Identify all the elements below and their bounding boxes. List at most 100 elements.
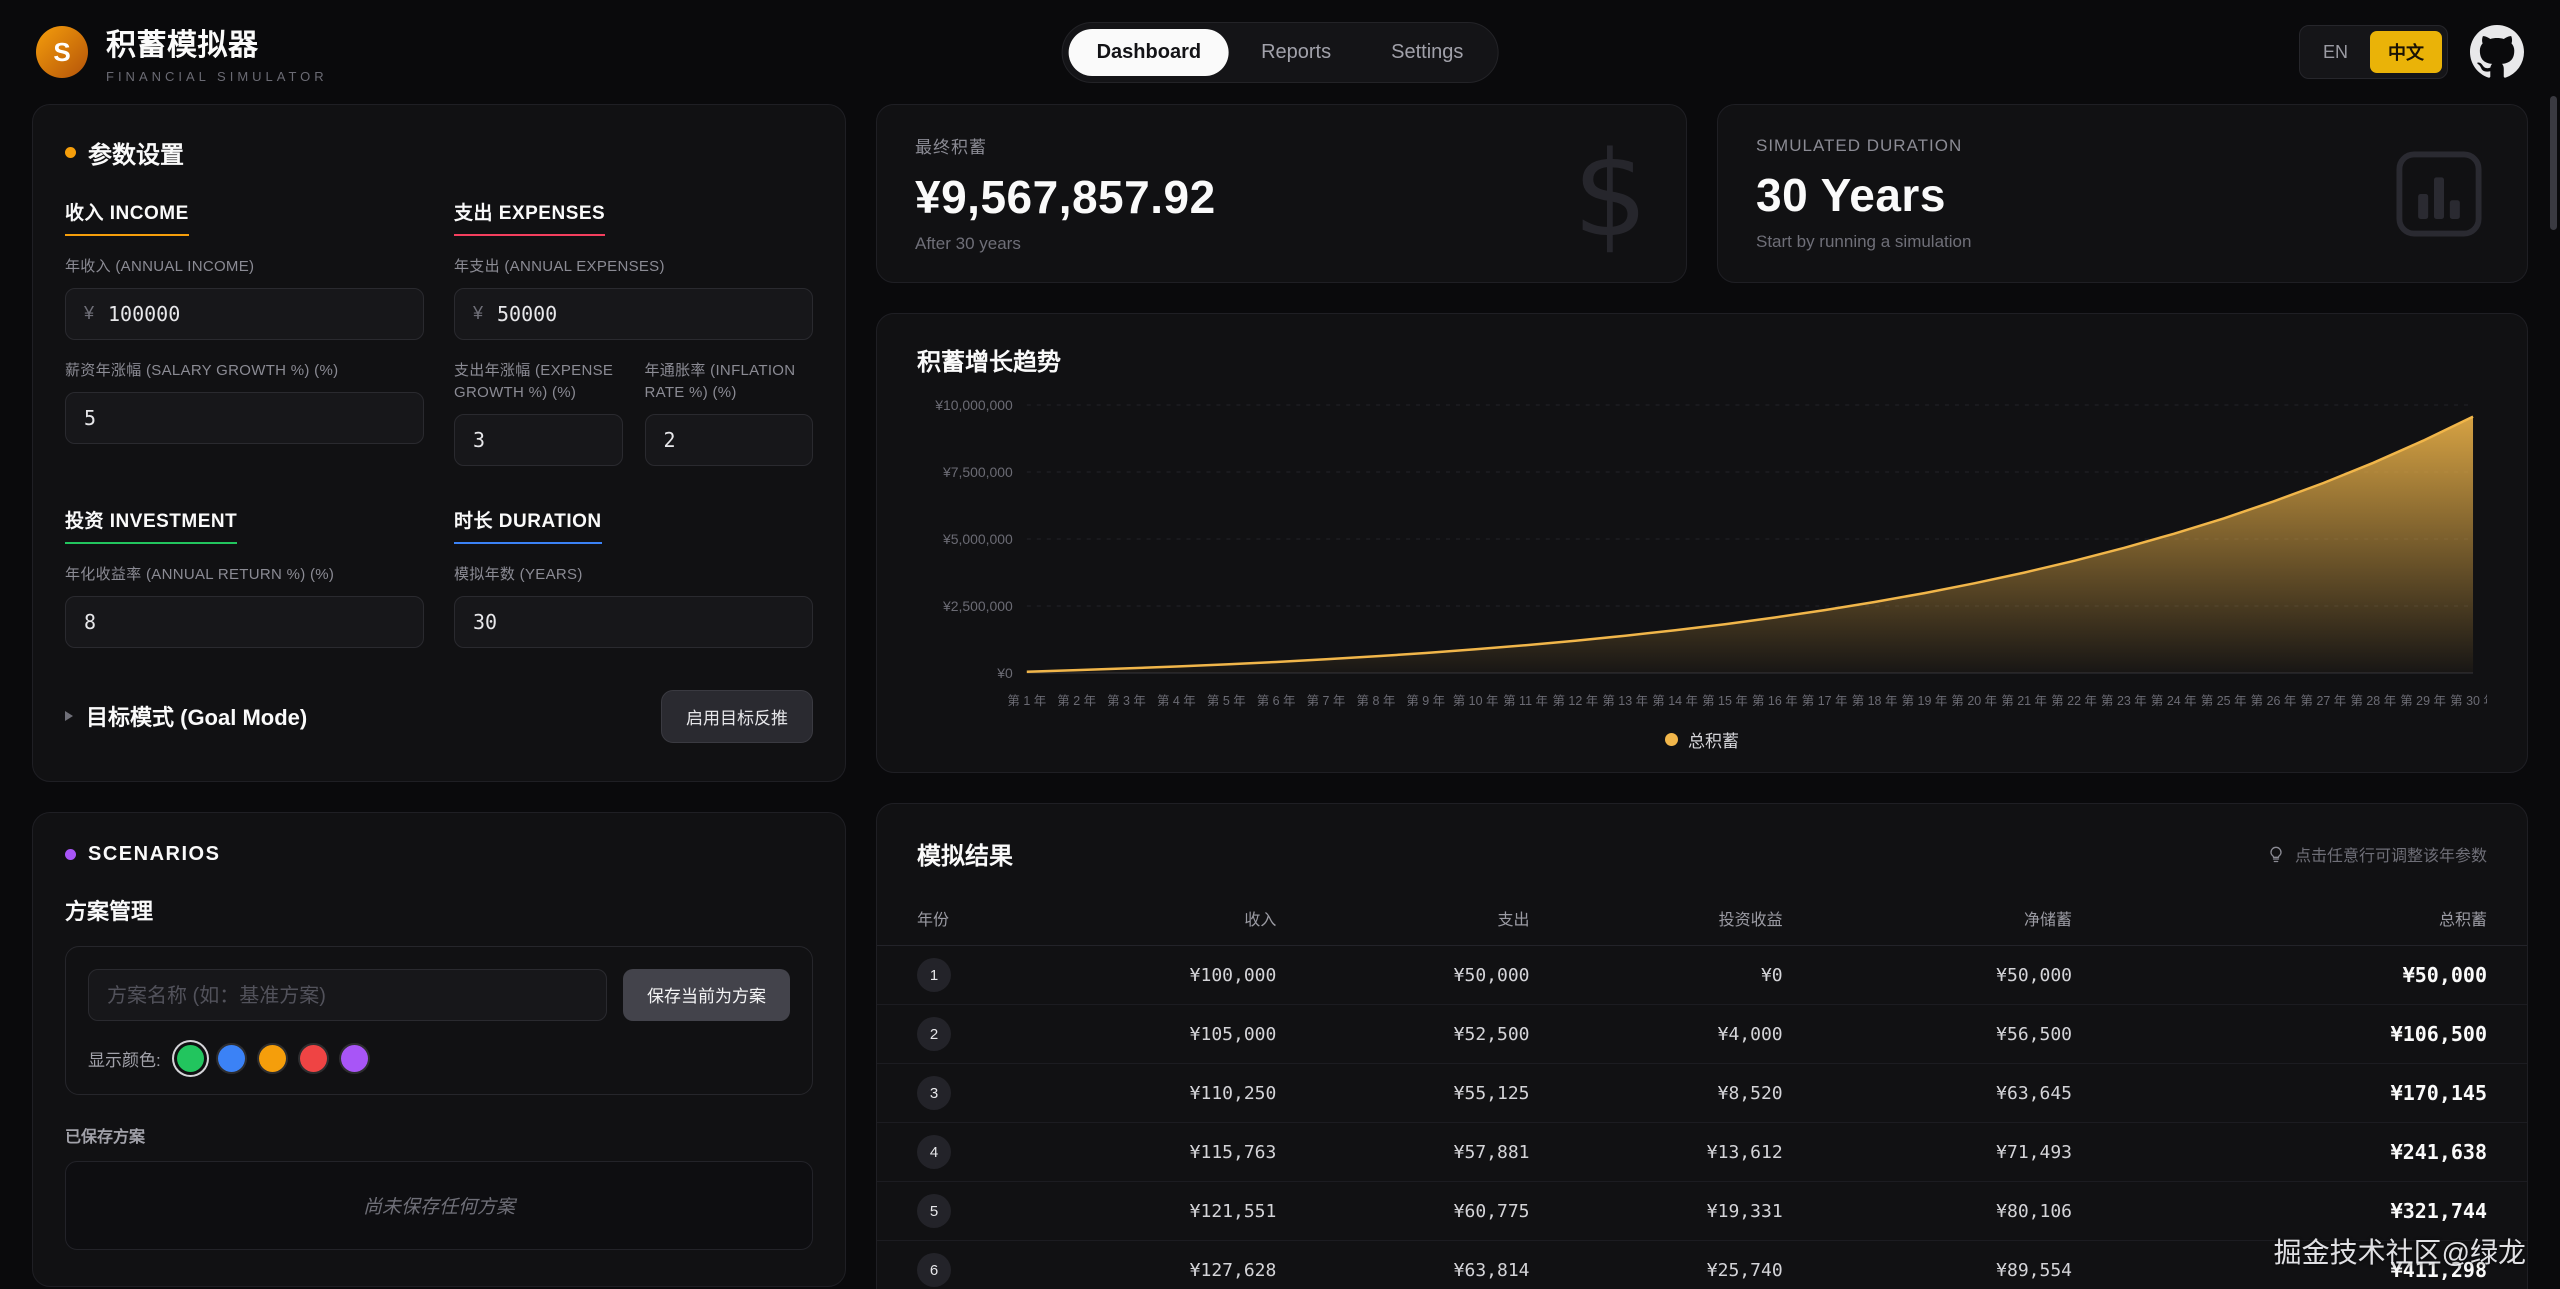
scenario-name-field[interactable] xyxy=(107,982,588,1007)
svg-text:第 30 年: 第 30 年 xyxy=(2450,694,2487,708)
svg-text:第 1 年: 第 1 年 xyxy=(1007,694,1046,708)
table-row[interactable]: 2 ¥105,000 ¥52,500 ¥4,000 ¥56,500 ¥106,500 xyxy=(877,1004,2527,1064)
scenarios-panel: SCENARIOS 方案管理 保存当前为方案 显示颜色: 已保存方案 尚未保存任… xyxy=(32,811,846,1287)
goal-mode-row: 目标模式 (Goal Mode) 启用目标反推 xyxy=(65,689,813,743)
tab-settings[interactable]: Settings xyxy=(1363,29,1491,76)
color-swatch[interactable] xyxy=(258,1044,286,1072)
table-header-row: 年份 收入 支出 投资收益 净储蓄 总积蓄 xyxy=(877,891,2527,946)
year-badge: 4 xyxy=(917,1135,951,1169)
svg-text:第 9 年: 第 9 年 xyxy=(1406,694,1445,708)
svg-text:¥7,500,000: ¥7,500,000 xyxy=(942,464,1013,480)
color-picker-row: 显示颜色: xyxy=(88,1044,790,1072)
svg-text:第 23 年: 第 23 年 xyxy=(2101,694,2147,708)
svg-text:¥5,000,000: ¥5,000,000 xyxy=(942,531,1013,547)
final-savings-value: ¥9,567,857.92 xyxy=(915,171,1216,223)
table-row[interactable]: 4 ¥115,763 ¥57,881 ¥13,612 ¥71,493 ¥241,638 xyxy=(877,1122,2527,1182)
svg-text:第 3 年: 第 3 年 xyxy=(1107,694,1146,708)
expense-growth-input[interactable] xyxy=(454,413,623,466)
table-row[interactable]: 3 ¥110,250 ¥55,125 ¥8,520 ¥63,645 ¥170,145 xyxy=(877,1063,2527,1123)
legend-label: 总积蓄 xyxy=(1688,732,1739,751)
svg-text:第 16 年: 第 16 年 xyxy=(1752,694,1798,708)
expense-growth-field[interactable] xyxy=(473,427,604,452)
main-content: 参数设置 收入 INCOME 年收入 (ANNUAL INCOME) ¥ 薪资年… xyxy=(0,104,2560,1289)
table-hint-text: 点击任意行可调整该年参数 xyxy=(2294,847,2487,865)
annual-expenses-field[interactable] xyxy=(497,301,794,326)
duration-card: SIMULATED DURATION 30 Years Start by run… xyxy=(1717,104,2528,283)
svg-text:第 29 年: 第 29 年 xyxy=(2400,694,2446,708)
expenses-section-title: 支出 EXPENSES xyxy=(454,198,606,236)
column-header: 净储蓄 xyxy=(1782,891,2072,946)
app-logo: S xyxy=(36,26,88,78)
annual-expenses-label: 年支出 (ANNUAL EXPENSES) xyxy=(454,258,665,275)
table-row[interactable]: 1 ¥100,000 ¥50,000 ¥0 ¥50,000 ¥50,000 xyxy=(877,945,2527,1005)
svg-text:第 2 年: 第 2 年 xyxy=(1057,694,1096,708)
column-header: 支出 xyxy=(1276,891,1530,946)
annual-income-field[interactable] xyxy=(108,301,405,326)
chart-title: 积蓄增长趋势 xyxy=(917,349,1061,376)
svg-text:第 26 年: 第 26 年 xyxy=(2251,694,2297,708)
stats-row: 最终积蓄 ¥9,567,857.92 After 30 years $ SIMU… xyxy=(876,104,2528,283)
savings-trend-panel: 积蓄增长趋势 ¥0 ¥2,500,000 ¥5,000,000 ¥7,500,000 ¥… xyxy=(876,313,2528,773)
svg-text:第 22 年: 第 22 年 xyxy=(2051,694,2097,708)
save-scenario-button[interactable]: 保存当前为方案 xyxy=(623,968,790,1021)
enable-goal-mode-button[interactable]: 启用目标反推 xyxy=(661,689,813,743)
final-savings-card: 最终积蓄 ¥9,567,857.92 After 30 years $ xyxy=(876,104,1687,283)
year-badge: 2 xyxy=(917,1017,951,1051)
lang-en-button[interactable]: EN xyxy=(2305,31,2366,73)
tab-dashboard[interactable]: Dashboard xyxy=(1068,28,1230,76)
year-badge: 3 xyxy=(917,1076,951,1110)
salary-growth-input[interactable] xyxy=(65,391,424,444)
github-icon[interactable] xyxy=(2470,25,2524,79)
duration-section-title: 时长 DURATION xyxy=(454,506,602,544)
scenario-name-input[interactable] xyxy=(88,968,607,1021)
svg-text:第 6 年: 第 6 年 xyxy=(1257,694,1296,708)
table-row[interactable]: 6 ¥127,628 ¥63,814 ¥25,740 ¥89,554 ¥411,298 xyxy=(877,1240,2527,1289)
column-header: 收入 xyxy=(987,891,1277,946)
final-savings-sub: After 30 years xyxy=(915,234,1021,253)
salary-growth-field[interactable] xyxy=(84,405,405,430)
scenario-manage-title: 方案管理 xyxy=(65,898,154,924)
brand-text: 积蓄模拟器 FINANCIAL SIMULATOR xyxy=(106,20,328,84)
annual-expenses-input[interactable]: ¥ xyxy=(454,287,813,340)
income-section-title: 收入 INCOME xyxy=(65,198,189,236)
simulation-years-input[interactable] xyxy=(454,595,813,648)
color-swatch[interactable] xyxy=(340,1044,368,1072)
scenarios-title: SCENARIOS xyxy=(88,842,221,865)
svg-text:第 17 年: 第 17 年 xyxy=(1802,694,1848,708)
currency-prefix: ¥ xyxy=(473,303,484,324)
scrollbar-thumb[interactable] xyxy=(2550,96,2557,230)
svg-text:第 25 年: 第 25 年 xyxy=(2201,694,2247,708)
simulation-years-field[interactable] xyxy=(473,609,794,634)
color-swatch[interactable] xyxy=(217,1044,245,1072)
params-accent-dot xyxy=(65,147,76,158)
inflation-rate-input[interactable] xyxy=(644,413,813,466)
year-badge: 6 xyxy=(917,1253,951,1287)
lang-zh-button[interactable]: 中文 xyxy=(2370,31,2442,73)
annual-return-field[interactable] xyxy=(84,609,405,634)
annual-return-input[interactable] xyxy=(65,595,424,648)
saved-scenarios-label: 已保存方案 xyxy=(65,1128,146,1146)
annual-income-input[interactable]: ¥ xyxy=(65,287,424,340)
color-swatch[interactable] xyxy=(299,1044,327,1072)
svg-text:第 10 年: 第 10 年 xyxy=(1453,694,1499,708)
savings-growth-chart[interactable]: ¥0 ¥2,500,000 ¥5,000,000 ¥7,500,000 ¥10,000,… xyxy=(917,391,2487,721)
svg-text:第 7 年: 第 7 年 xyxy=(1307,694,1346,708)
annual-return-label: 年化收益率 (ANNUAL RETURN %) (%) xyxy=(65,565,335,583)
duration-sub: Start by running a simulation xyxy=(1756,231,1972,251)
svg-text:第 13 年: 第 13 年 xyxy=(1602,694,1648,708)
legend-dot xyxy=(1665,733,1678,746)
inflation-rate-field[interactable] xyxy=(663,427,794,452)
svg-text:第 14 年: 第 14 年 xyxy=(1652,694,1698,708)
results-table: 年份 收入 支出 投资收益 净储蓄 总积蓄 1 ¥100,000 ¥50,000 ¥0 ¥50,0… xyxy=(877,891,2527,1289)
year-badge: 5 xyxy=(917,1194,951,1228)
bar-chart-icon xyxy=(2389,144,2489,244)
tab-reports[interactable]: Reports xyxy=(1233,29,1359,76)
table-hint: 点击任意行可调整该年参数 xyxy=(2266,842,2487,866)
app-title: 积蓄模拟器 xyxy=(106,29,259,62)
investment-section: 投资 INVESTMENT 年化收益率 (ANNUAL RETURN %) (%… xyxy=(65,506,424,648)
nav-tabs: Dashboard Reports Settings xyxy=(1061,21,1499,83)
table-row[interactable]: 5 ¥121,551 ¥60,775 ¥19,331 ¥80,106 ¥321,744 xyxy=(877,1181,2527,1241)
color-swatch[interactable] xyxy=(176,1044,204,1072)
column-header: 总积蓄 xyxy=(2072,891,2527,946)
table-title: 模拟结果 xyxy=(917,843,1013,870)
